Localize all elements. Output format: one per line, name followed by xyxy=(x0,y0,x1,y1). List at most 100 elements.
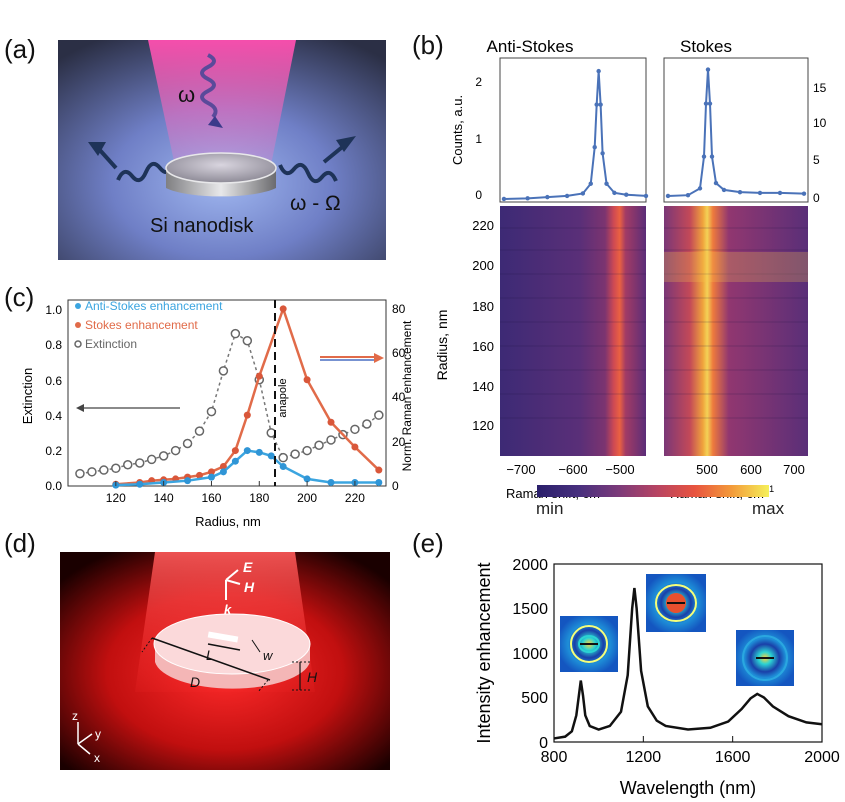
e-xlabel: Wavelength (nm) xyxy=(620,778,756,798)
stokes-point xyxy=(777,190,783,196)
stokes-enhancement-point xyxy=(327,418,335,426)
extinction-point xyxy=(194,426,205,436)
c-ytick-left: 1.0 xyxy=(45,303,62,317)
D-label: D xyxy=(190,674,200,690)
map-ytick: 220 xyxy=(472,218,494,233)
right-xtick: 500 xyxy=(696,462,718,477)
extinction-point xyxy=(302,445,312,456)
anti-stokes-point xyxy=(612,190,617,196)
c-xticks: 120 140 160 180 200 220 xyxy=(106,481,365,505)
anti-stokes-point xyxy=(594,102,599,107)
c-ytick-left: 0.2 xyxy=(45,444,62,458)
extinction-point xyxy=(242,335,253,346)
stokes-enhancement-point xyxy=(375,466,383,474)
c-xlabel: Radius, nm xyxy=(195,514,261,529)
anti-stokes-point xyxy=(598,102,603,107)
map-ytick: 180 xyxy=(472,299,494,314)
panel-label-a: (a) xyxy=(4,34,36,64)
panel-d-illustration: E H k L w D H z y x xyxy=(60,552,390,770)
extinction-point xyxy=(314,440,324,451)
colorbar-min: min xyxy=(536,499,564,518)
c-ytick-right: 20 xyxy=(392,435,406,449)
e-xtick-label: 1600 xyxy=(715,749,751,766)
e-ytick: 1500 xyxy=(512,601,548,618)
stokes-point xyxy=(705,67,711,72)
field-map-inset-2 xyxy=(646,574,706,632)
stokes-point xyxy=(713,180,719,186)
anti-stokes-enhancement-point xyxy=(303,475,311,483)
field-map-inset-3 xyxy=(736,630,794,686)
raman-ylabel: Norm. Raman enhancement xyxy=(400,320,414,471)
extinction-point xyxy=(111,463,121,474)
stokes-enhancement-point xyxy=(196,471,204,479)
panel-label-c: (c) xyxy=(4,282,35,312)
anti-stokes-enhancement-point xyxy=(267,452,275,460)
stokes-line xyxy=(667,69,805,197)
stokes-map xyxy=(664,206,808,456)
colorbar xyxy=(537,485,769,497)
y-axis-label: y xyxy=(95,727,101,741)
anti-stokes-line xyxy=(503,71,647,200)
legend-anti-stokes: Anti-Stokes enhancement xyxy=(85,299,223,313)
scattered-wave-left-icon xyxy=(116,161,176,183)
k-label: k xyxy=(224,602,232,617)
anti-stokes-point xyxy=(525,196,530,201)
omega-label: ω xyxy=(178,82,195,107)
panel-c-marks xyxy=(75,305,384,489)
e-xtick-label: 800 xyxy=(541,749,568,766)
anti-stokes-spectrum xyxy=(501,68,649,202)
anti-stokes-enhancement-point xyxy=(231,457,239,465)
scattered-wave-right-icon xyxy=(278,162,338,184)
panel-a-illustration: ω Si nanodisk ω - Ω xyxy=(58,40,386,260)
panel-label-b: (b) xyxy=(412,30,444,60)
anti-stokes-enhancement-point xyxy=(219,468,227,476)
stokes-point xyxy=(665,193,671,199)
radius-ylabel: Radius, nm xyxy=(434,310,450,381)
panel-label-e: (e) xyxy=(412,528,444,558)
plot-frame xyxy=(67,299,387,487)
left-xtick: −700 xyxy=(506,462,535,477)
c-ytick-left: 0.0 xyxy=(45,479,62,493)
stokes-spectrum xyxy=(665,67,807,199)
enhancement-curve xyxy=(553,587,823,740)
H-dim-label: H xyxy=(307,669,318,685)
legend-stokes: Stokes enhancement xyxy=(85,318,198,332)
left-ytick: 1 xyxy=(475,132,482,146)
anti-stokes-point xyxy=(592,145,597,150)
stokes-point xyxy=(707,101,713,106)
stokes-point xyxy=(757,190,763,196)
stokes-point xyxy=(697,186,703,191)
right-ytick: 15 xyxy=(813,81,827,95)
incident-wave-icon xyxy=(200,53,218,119)
anti-stokes-point xyxy=(596,68,601,74)
stokes-point xyxy=(801,191,807,196)
panel-c-chart: anapole Anti-Stokes enhancement Stokes e… xyxy=(20,299,414,529)
anti-stokes-point xyxy=(501,196,507,202)
anti-stokes-enhancement-point xyxy=(327,478,335,486)
extinction-point xyxy=(350,424,360,435)
extinction-point xyxy=(75,468,85,479)
left-ytick: 0 xyxy=(475,188,482,202)
e-ytick: 2000 xyxy=(512,557,548,574)
c-ytick-left: 0.8 xyxy=(45,338,62,352)
counts-ylabel: Counts, a.u. xyxy=(450,95,465,165)
E-label: E xyxy=(243,559,253,575)
extinction-point xyxy=(170,445,181,456)
anti-stokes-enhancement-point xyxy=(207,473,215,481)
anti-stokes-enhancement-point xyxy=(279,463,287,471)
diameter-line xyxy=(151,637,271,681)
e-xtick-label: 1200 xyxy=(626,749,662,766)
anti-stokes-point xyxy=(624,192,629,197)
disk-top xyxy=(153,613,311,675)
extinction-point xyxy=(134,458,145,468)
panel-label-d: (d) xyxy=(4,528,36,558)
panel-e-chart: 2000 1500 1000 500 0 800 1200 1600 2000 Int… xyxy=(474,557,840,798)
extinction-point xyxy=(158,451,169,461)
left-xtick: −500 xyxy=(605,462,634,477)
extinction-ylabel: Extinction xyxy=(20,368,35,424)
extinction-point xyxy=(374,410,384,420)
legend-extinction: Extinction xyxy=(85,337,137,351)
stokes-enhancement-point xyxy=(279,305,287,313)
e-ytick: 0 xyxy=(539,735,548,752)
c-ytick-left: 0.4 xyxy=(45,409,62,423)
